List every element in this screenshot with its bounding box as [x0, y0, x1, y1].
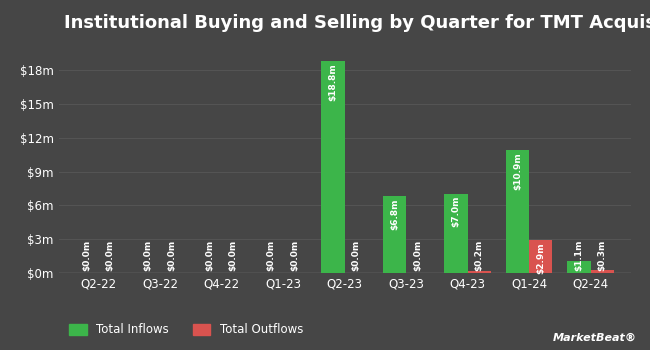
Text: MarketBeat®: MarketBeat®: [553, 333, 637, 343]
Text: $10.9m: $10.9m: [513, 152, 522, 190]
Text: $0.0m: $0.0m: [266, 240, 276, 271]
Text: $1.1m: $1.1m: [575, 240, 583, 271]
Text: $0.0m: $0.0m: [167, 240, 176, 271]
Text: $0.0m: $0.0m: [413, 240, 423, 271]
Text: $0.0m: $0.0m: [106, 240, 114, 271]
Text: $0.0m: $0.0m: [229, 240, 238, 271]
Legend: Total Inflows, Total Outflows: Total Inflows, Total Outflows: [64, 318, 308, 341]
Text: $0.2m: $0.2m: [474, 240, 484, 271]
Text: $0.0m: $0.0m: [83, 240, 91, 271]
Text: $0.0m: $0.0m: [352, 240, 361, 271]
Bar: [444, 194, 467, 273]
Text: $0.0m: $0.0m: [144, 240, 153, 271]
Bar: [321, 61, 345, 273]
Text: $0.0m: $0.0m: [205, 240, 214, 271]
Text: $7.0m: $7.0m: [451, 196, 460, 227]
Text: $0.3m: $0.3m: [598, 240, 606, 271]
Bar: [567, 261, 590, 273]
Bar: [590, 270, 614, 273]
Bar: [506, 150, 529, 273]
Text: $6.8m: $6.8m: [390, 198, 399, 230]
Text: $0.0m: $0.0m: [290, 240, 299, 271]
Text: Institutional Buying and Selling by Quarter for TMT Acquisition: Institutional Buying and Selling by Quar…: [64, 14, 650, 32]
Bar: [467, 271, 491, 273]
Text: $18.8m: $18.8m: [328, 63, 337, 100]
Bar: [529, 240, 552, 273]
Bar: [383, 196, 406, 273]
Text: $2.9m: $2.9m: [536, 242, 545, 274]
